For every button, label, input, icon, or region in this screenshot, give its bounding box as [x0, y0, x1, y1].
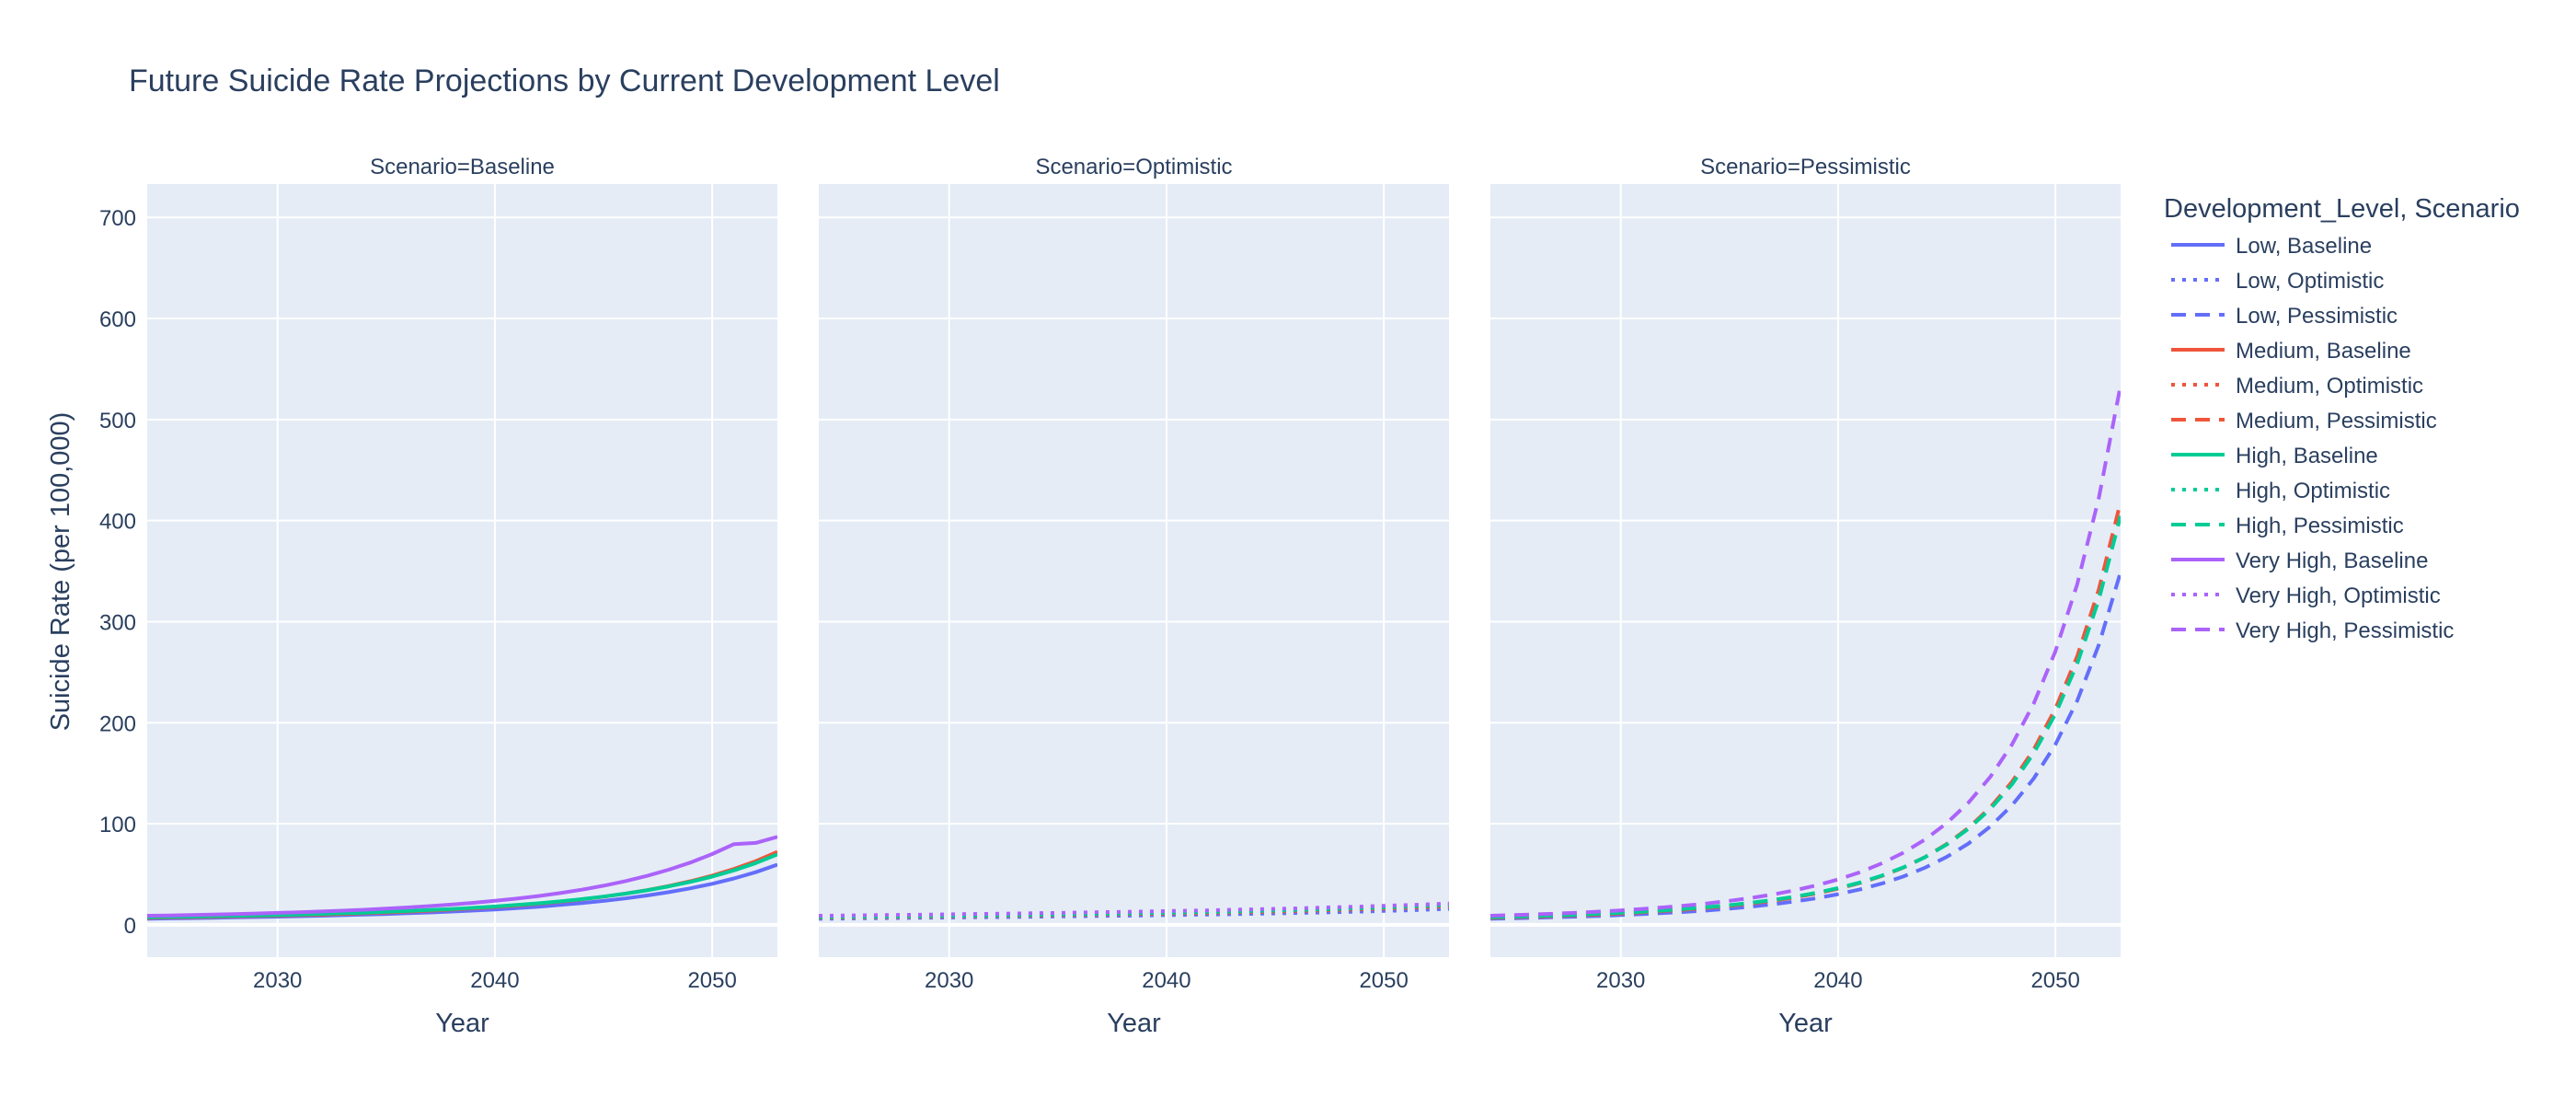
series-line-high-pessimistic — [1490, 514, 2121, 919]
facet-label: Scenario=Optimistic — [1035, 155, 1232, 179]
facet-panel-baseline: 0 100 200 300 400 500 600 700 2030 2040 2050 Scenar… — [99, 155, 777, 1038]
legend-label: High, Baseline — [2236, 444, 2378, 468]
legend-item[interactable]: Very High, Pessimistic — [2171, 618, 2454, 643]
y-tick-label: 400 — [99, 510, 136, 535]
series-line-very-high-pessimistic — [1490, 385, 2121, 918]
y-tick-label: 500 — [99, 409, 136, 433]
legend-item[interactable]: Medium, Baseline — [2171, 339, 2411, 364]
series-line-very-high-baseline — [147, 835, 777, 918]
x-axis-title: Year — [1107, 1009, 1161, 1038]
legend-item[interactable]: Medium, Pessimistic — [2171, 409, 2437, 433]
x-tick-label: 2050 — [687, 968, 736, 993]
plot-background — [147, 184, 777, 957]
facet-panel-pessimistic: 2030 2040 2050 Scenario=Pessimistic Year — [1490, 155, 2121, 1038]
legend-label: High, Pessimistic — [2236, 514, 2404, 538]
facet-label: Scenario=Baseline — [370, 155, 555, 179]
x-tick-label: 2030 — [1596, 968, 1645, 993]
y-tick-label: 600 — [99, 307, 136, 332]
series-group — [147, 835, 777, 921]
legend-label: Low, Optimistic — [2236, 269, 2384, 294]
x-axis-title: Year — [1778, 1009, 1833, 1038]
x-tick-label: 2050 — [1359, 968, 1408, 993]
plot-background — [1490, 184, 2121, 957]
x-tick-label: 2040 — [1142, 968, 1190, 993]
y-tick-label: 100 — [99, 813, 136, 838]
legend-label: Low, Baseline — [2236, 234, 2372, 259]
legend-title: Development_Level, Scenario — [2164, 194, 2520, 224]
y-axis-title: Suicide Rate (per 100,000) — [46, 412, 75, 732]
legend-item[interactable]: Low, Baseline — [2171, 234, 2372, 259]
legend-item[interactable]: High, Baseline — [2171, 444, 2378, 468]
legend-label: Very High, Pessimistic — [2236, 618, 2454, 643]
y-tick-label: 700 — [99, 206, 136, 231]
legend-item[interactable]: High, Optimistic — [2171, 479, 2390, 503]
legend-label: Low, Pessimistic — [2236, 304, 2398, 329]
legend-item[interactable]: Very High, Baseline — [2171, 549, 2428, 573]
legend: Development_Level, Scenario Low, Baseline… — [2164, 194, 2520, 643]
x-tick-label: 2040 — [1813, 968, 1862, 993]
legend-item[interactable]: Medium, Optimistic — [2171, 374, 2423, 399]
y-tick-label: 0 — [124, 914, 136, 939]
legend-label: Medium, Baseline — [2236, 339, 2411, 364]
legend-label: High, Optimistic — [2236, 479, 2390, 503]
legend-label: Medium, Pessimistic — [2236, 409, 2437, 433]
plot-background — [819, 184, 1449, 957]
y-tick-label: 200 — [99, 711, 136, 736]
y-tick-label: 300 — [99, 610, 136, 635]
series-group — [1490, 385, 2121, 921]
facet-label: Scenario=Pessimistic — [1700, 155, 1911, 179]
series-line-high-baseline — [147, 852, 777, 919]
x-tick-label: 2030 — [253, 968, 302, 993]
legend-label: Very High, Baseline — [2236, 549, 2428, 573]
legend-label: Medium, Optimistic — [2236, 374, 2423, 399]
legend-item[interactable]: Low, Optimistic — [2171, 269, 2384, 294]
x-tick-label: 2040 — [470, 968, 519, 993]
facet-panel-optimistic: 2030 2040 2050 Scenario=Optimistic Year — [819, 155, 1449, 1038]
chart-title: Future Suicide Rate Projections by Curre… — [129, 64, 1000, 98]
x-tick-label: 2030 — [925, 968, 973, 993]
legend-item[interactable]: Low, Pessimistic — [2171, 304, 2398, 329]
legend-label: Very High, Optimistic — [2236, 583, 2441, 608]
legend-item[interactable]: Very High, Optimistic — [2171, 583, 2441, 608]
x-tick-label: 2050 — [2030, 968, 2079, 993]
facet-panels: 0 100 200 300 400 500 600 700 2030 2040 2050 Scenar… — [99, 155, 2121, 1038]
legend-item[interactable]: High, Pessimistic — [2171, 514, 2404, 538]
x-axis-title: Year — [435, 1009, 489, 1038]
